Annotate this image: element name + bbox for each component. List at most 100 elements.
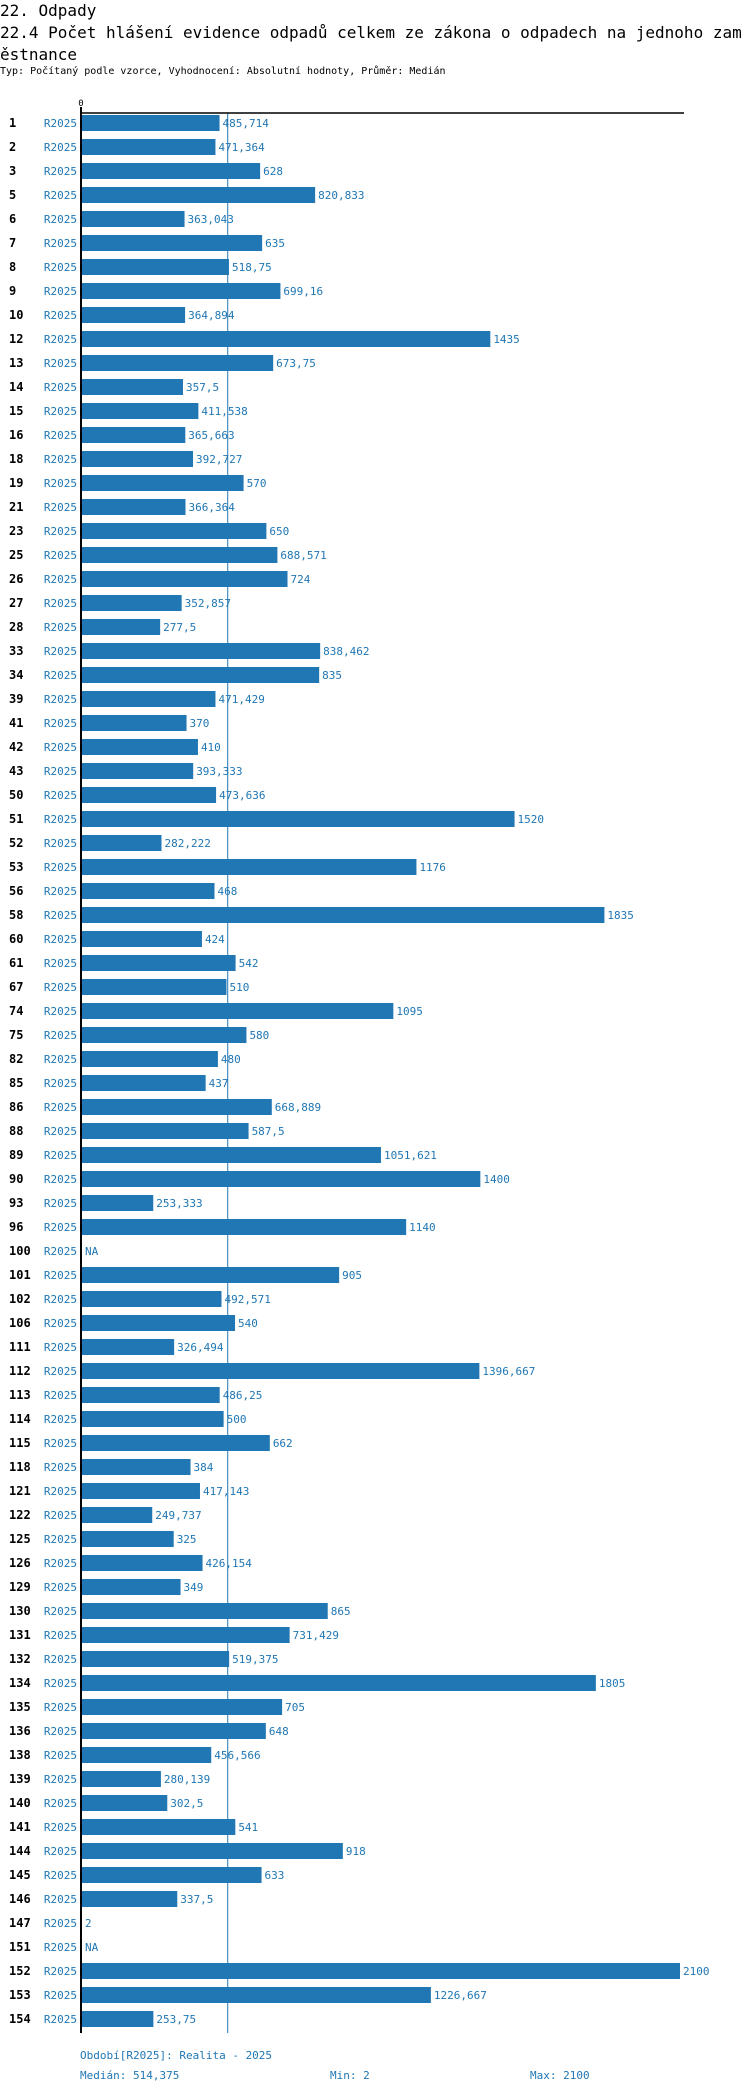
value-label: 370 (190, 717, 210, 730)
value-label: NA (85, 1245, 99, 1258)
period-label: R2025 (44, 1077, 77, 1090)
value-label: 628 (263, 165, 283, 178)
bar (82, 811, 515, 827)
chart-title: 22.4 Počet hlášení evidence odpadů celke… (0, 23, 742, 64)
value-label: 363,043 (188, 213, 234, 226)
period-label: R2025 (44, 597, 77, 610)
period-label: R2025 (44, 1701, 77, 1714)
value-label: 365,663 (188, 429, 234, 442)
row-id-label: 56 (9, 884, 23, 898)
value-label: 541 (238, 1821, 258, 1834)
period-label: R2025 (44, 549, 77, 562)
bar (82, 1651, 230, 1667)
value-label: 668,889 (275, 1101, 321, 1114)
value-label: 480 (221, 1053, 241, 1066)
row-id-label: 41 (9, 716, 23, 730)
bar (82, 1891, 178, 1907)
value-label: 424 (205, 933, 225, 946)
row-id-label: 111 (9, 1340, 31, 1354)
value-label: 587,5 (252, 1125, 285, 1138)
bar (82, 787, 217, 803)
bar (82, 1963, 680, 1979)
value-label: 282,222 (165, 837, 211, 850)
period-label: R2025 (44, 1797, 77, 1810)
row-id-label: 10 (9, 308, 23, 322)
value-label: 905 (342, 1269, 362, 1282)
value-label: 1520 (518, 813, 545, 826)
period-label: R2025 (44, 1005, 77, 1018)
section-title: 22. Odpady (0, 1, 97, 20)
bar (82, 1411, 224, 1427)
value-label: 468 (217, 885, 237, 898)
value-label: 417,143 (203, 1485, 249, 1498)
period-label: R2025 (44, 1341, 77, 1354)
min-summary: Min: 2 (330, 2069, 370, 2082)
period-label: R2025 (44, 453, 77, 466)
row-id-label: 126 (9, 1556, 31, 1570)
period-label: R2025 (44, 1125, 77, 1138)
row-id-label: 146 (9, 1892, 31, 1906)
value-label: 540 (238, 1317, 258, 1330)
value-label: 865 (331, 1605, 351, 1618)
bar (82, 499, 186, 515)
value-label: 510 (229, 981, 249, 994)
bar (82, 1771, 161, 1787)
value-label: 1095 (396, 1005, 423, 1018)
row-id-label: 102 (9, 1292, 31, 1306)
period-label: R2025 (44, 1629, 77, 1642)
row-id-label: 74 (9, 1004, 23, 1018)
bar (82, 859, 417, 875)
bar (82, 1603, 328, 1619)
row-id-label: 3 (9, 164, 16, 178)
period-label: R2025 (44, 1245, 77, 1258)
row-id-label: 82 (9, 1052, 23, 1066)
row-id-label: 27 (9, 596, 23, 610)
period-label: R2025 (44, 1173, 77, 1186)
bar (82, 1867, 262, 1883)
row-id-label: 85 (9, 1076, 23, 1090)
period-label: R2025 (44, 1557, 77, 1570)
row-id-label: 51 (9, 812, 23, 826)
value-label: 2100 (683, 1965, 710, 1978)
period-label: R2025 (44, 1677, 77, 1690)
period-label: R2025 (44, 1101, 77, 1114)
row-id-label: 13 (9, 356, 23, 370)
median-summary: Medián: 514,375 (80, 2069, 180, 2082)
period-label: R2025 (44, 1749, 77, 1762)
bar (82, 403, 199, 419)
value-label: 1400 (483, 1173, 510, 1186)
bar (82, 1987, 431, 2003)
period-label: R2025 (44, 405, 77, 418)
bar (82, 691, 216, 707)
value-label: 337,5 (180, 1893, 213, 1906)
bar (82, 1627, 290, 1643)
row-id-label: 121 (9, 1484, 31, 1498)
period-label: R2025 (44, 1293, 77, 1306)
period-label: R2025 (44, 645, 77, 658)
value-label: 384 (194, 1461, 214, 1474)
value-label: 393,333 (196, 765, 242, 778)
value-label: 835 (322, 669, 342, 682)
period-label: R2025 (44, 1653, 77, 1666)
row-id-label: 115 (9, 1436, 31, 1450)
row-id-label: 90 (9, 1172, 23, 1186)
value-label: 326,494 (177, 1341, 224, 1354)
period-label: R2025 (44, 1053, 77, 1066)
period-label: R2025 (44, 1461, 77, 1474)
row-id-label: 15 (9, 404, 23, 418)
value-label: 1226,667 (434, 1989, 487, 2002)
row-id-label: 138 (9, 1748, 31, 1762)
value-label: 519,375 (232, 1653, 278, 1666)
bar (82, 1315, 236, 1331)
chart-subtitle: Typ: Počítaný podle vzorce, Vyhodnocení:… (0, 66, 446, 77)
row-id-label: 23 (9, 524, 23, 538)
period-label: R2025 (44, 501, 77, 514)
value-label: 662 (273, 1437, 293, 1450)
row-id-label: 12 (9, 332, 23, 346)
bar (82, 1123, 249, 1139)
value-label: 364,894 (188, 309, 235, 322)
value-label: 699,16 (283, 285, 323, 298)
row-id-label: 34 (9, 668, 23, 682)
period-label: R2025 (44, 429, 77, 442)
row-id-label: 154 (9, 2012, 31, 2026)
